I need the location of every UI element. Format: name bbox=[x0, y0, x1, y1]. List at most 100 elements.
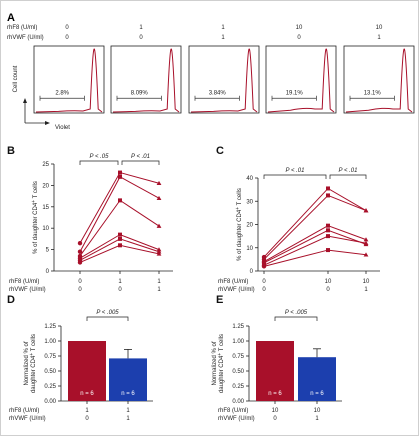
condition-value: 1 bbox=[126, 416, 130, 422]
data-point-square bbox=[118, 198, 122, 203]
data-point-triangle bbox=[156, 251, 162, 256]
condition-value: 0 bbox=[85, 416, 89, 422]
data-point-circle bbox=[77, 240, 83, 246]
condition-value: 10 bbox=[314, 408, 321, 414]
data-point-triangle bbox=[363, 237, 369, 242]
significance-label: P < .01 bbox=[286, 168, 305, 174]
significance-label: P < .01 bbox=[131, 154, 150, 160]
gate-percent-label: 8.09% bbox=[131, 90, 149, 96]
data-point-triangle bbox=[156, 247, 162, 252]
condition-value: 0 bbox=[262, 279, 266, 285]
y-axis-label: % of daughter CD4+ T cells bbox=[235, 188, 243, 261]
condition-value: 10 bbox=[325, 279, 332, 285]
condition-row-label: rhF8 (U/ml) bbox=[9, 279, 39, 285]
condition-value: 1 bbox=[118, 279, 122, 285]
significance-bracket bbox=[79, 160, 119, 165]
data-point-triangle bbox=[156, 195, 162, 201]
panel-a-ylabel: Cell count bbox=[13, 65, 19, 92]
condition-value: 10 bbox=[272, 408, 279, 414]
y-axis-label-line2: daughter CD4+ T cells bbox=[29, 334, 37, 393]
histogram-frame bbox=[265, 45, 337, 114]
histogram-frame bbox=[343, 45, 415, 114]
panel-a-condition-value: 10 bbox=[296, 25, 303, 31]
panel-a-condition-value: 0 bbox=[139, 35, 143, 41]
y-tick-label: 5 bbox=[46, 248, 50, 254]
data-point-triangle bbox=[156, 180, 162, 186]
y-tick-label: 1.25 bbox=[44, 324, 56, 330]
panel-a-xlabel: Violet bbox=[55, 125, 70, 131]
y-axis-label: % of daughter CD4+ T cells bbox=[31, 181, 39, 254]
panel-a-condition-value: 0 bbox=[65, 35, 69, 41]
data-point-circle bbox=[77, 260, 83, 265]
bar bbox=[256, 341, 294, 401]
condition-value: 1 bbox=[157, 287, 161, 293]
panel-a-condition-value: 1 bbox=[221, 25, 225, 31]
y-tick-label: 1.25 bbox=[232, 324, 244, 330]
bar-n-label: n = 6 bbox=[268, 391, 282, 397]
panel-a-condition-value: 0 bbox=[65, 25, 69, 31]
condition-value: 0 bbox=[78, 287, 82, 293]
data-point-triangle bbox=[363, 240, 369, 245]
condition-value: 1 bbox=[364, 287, 368, 293]
condition-row-label: rhF8 (U/ml) bbox=[9, 408, 39, 414]
bar bbox=[109, 358, 147, 401]
data-point-square bbox=[326, 234, 330, 239]
data-point-square bbox=[118, 236, 122, 241]
condition-value: 1 bbox=[85, 408, 89, 414]
panel-a-row-label: rhVWF (U/ml) bbox=[7, 35, 44, 41]
x-axis-arrow-head bbox=[45, 121, 50, 125]
y-tick-label: 10 bbox=[42, 226, 49, 232]
data-point-triangle bbox=[363, 252, 369, 257]
panel-a-condition-value: 1 bbox=[221, 35, 225, 41]
y-tick-label: 0.75 bbox=[232, 354, 244, 360]
panel-letter: C bbox=[216, 145, 224, 157]
significance-bracket bbox=[329, 174, 367, 179]
data-point-square bbox=[326, 193, 330, 198]
data-point-square bbox=[326, 248, 330, 253]
panel-a-condition-value: 10 bbox=[376, 25, 383, 31]
panel-letter: B bbox=[7, 145, 15, 157]
data-point-square bbox=[118, 170, 122, 175]
y-tick-label: 0.75 bbox=[44, 354, 56, 360]
condition-value: 0 bbox=[326, 287, 330, 293]
y-tick-label: 0 bbox=[250, 269, 254, 275]
histogram-trace bbox=[35, 48, 103, 113]
y-axis-label-line2: daughter CD4+ T cells bbox=[217, 334, 225, 393]
significance-bracket bbox=[274, 316, 318, 321]
significance-bracket bbox=[263, 174, 327, 179]
histogram-trace bbox=[345, 48, 413, 113]
panel-a-condition-value: 1 bbox=[139, 25, 143, 31]
y-axis-label-line1: Normalized % of bbox=[24, 341, 30, 385]
y-tick-label: 0 bbox=[46, 269, 50, 275]
y-tick-label: 1.00 bbox=[44, 339, 56, 345]
condition-row-label: rhVWF (U/ml) bbox=[9, 416, 46, 422]
y-tick-label: 20 bbox=[42, 183, 49, 189]
y-tick-label: 40 bbox=[246, 176, 253, 182]
condition-row-label: rhF8 (U/ml) bbox=[218, 279, 248, 285]
condition-value: 0 bbox=[78, 279, 82, 285]
data-point-square bbox=[326, 228, 330, 233]
significance-label: P < .01 bbox=[339, 168, 358, 174]
y-tick-label: 1.00 bbox=[232, 339, 244, 345]
gate-percent-label: 3.84% bbox=[209, 90, 227, 96]
condition-value: 1 bbox=[157, 279, 161, 285]
condition-value: 0 bbox=[262, 287, 266, 293]
series-line bbox=[263, 194, 367, 260]
condition-row-label: rhVWF (U/ml) bbox=[218, 287, 255, 293]
condition-value: 0 bbox=[273, 416, 277, 422]
y-tick-label: 0.50 bbox=[44, 369, 56, 375]
gate-percent-label: 2.8% bbox=[55, 90, 69, 96]
bar-n-label: n = 6 bbox=[310, 391, 324, 397]
condition-row-label: rhVWF (U/ml) bbox=[9, 287, 46, 293]
histogram-frame bbox=[110, 45, 182, 114]
condition-row-label: rhF8 (U/ml) bbox=[218, 408, 248, 414]
condition-value: 10 bbox=[363, 279, 370, 285]
data-point-square bbox=[118, 174, 122, 179]
y-axis-label-line1: Normalized % of bbox=[212, 341, 218, 385]
significance-bracket bbox=[86, 316, 129, 321]
series-line bbox=[79, 171, 160, 244]
bar-n-label: n = 6 bbox=[121, 391, 135, 397]
y-tick-label: 30 bbox=[246, 199, 253, 205]
